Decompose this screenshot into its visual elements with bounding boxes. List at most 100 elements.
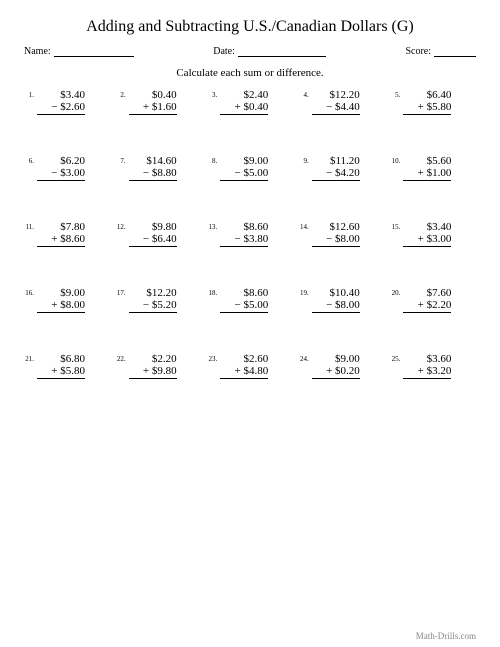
problem-stack: $0.40+ $1.60	[129, 89, 177, 115]
problem: 6.$6.20− $3.00	[24, 155, 110, 181]
problem-number: 3.	[207, 91, 217, 99]
operator: +	[143, 365, 149, 377]
instruction-text: Calculate each sum or difference.	[24, 67, 476, 79]
operand-top: $6.20	[37, 155, 85, 167]
operator: +	[51, 233, 57, 245]
operand-top: $12.20	[312, 89, 360, 101]
worksheet-page: Adding and Subtracting U.S./Canadian Dol…	[0, 0, 500, 647]
problem: 22.$2.20+ $9.80	[116, 353, 202, 379]
operand-b: $0.40	[243, 101, 268, 113]
operand-b: $8.60	[60, 233, 85, 245]
operand-b: $6.40	[152, 233, 177, 245]
problem-number: 10.	[390, 157, 400, 165]
operand-top: $9.80	[129, 221, 177, 233]
operand-top: $9.00	[312, 353, 360, 365]
problem: 1.$3.40− $2.60	[24, 89, 110, 115]
problem-number: 20.	[390, 289, 400, 297]
problem: 19.$10.40− $8.00	[299, 287, 385, 313]
problem-stack: $2.40+ $0.40	[220, 89, 268, 115]
operand-bottom: + $3.00	[403, 233, 451, 247]
operand-b: $8.00	[60, 299, 85, 311]
operand-b: $0.20	[335, 365, 360, 377]
operand-b: $3.20	[427, 365, 452, 377]
problem-number: 15.	[390, 223, 400, 231]
operator: −	[234, 299, 240, 311]
problem: 13.$8.60− $3.80	[207, 221, 293, 247]
problem-number: 19.	[299, 289, 309, 297]
score-blank[interactable]	[434, 56, 476, 57]
problem: 25.$3.60+ $3.20	[390, 353, 476, 379]
operand-top: $9.00	[220, 155, 268, 167]
problem-stack: $14.60− $8.80	[129, 155, 177, 181]
operator: +	[418, 167, 424, 179]
operator: +	[418, 365, 424, 377]
operator: −	[234, 233, 240, 245]
problem-stack: $7.80+ $8.60	[37, 221, 85, 247]
operand-top: $9.00	[37, 287, 85, 299]
footer-credit: Math-Drills.com	[416, 631, 476, 641]
problem-stack: $6.20− $3.00	[37, 155, 85, 181]
problem-number: 4.	[299, 91, 309, 99]
operand-top: $0.40	[129, 89, 177, 101]
date-label: Date:	[213, 46, 235, 57]
problem-number: 18.	[207, 289, 217, 297]
operator: +	[326, 365, 332, 377]
score-label: Score:	[405, 46, 431, 57]
problem-number: 6.	[24, 157, 34, 165]
problem-number: 1.	[24, 91, 34, 99]
operand-b: $5.80	[427, 101, 452, 113]
operand-b: $3.00	[60, 167, 85, 179]
problem-number: 13.	[207, 223, 217, 231]
operand-top: $2.60	[220, 353, 268, 365]
operand-top: $5.60	[403, 155, 451, 167]
operand-bottom: − $8.00	[312, 299, 360, 313]
problem: 10.$5.60+ $1.00	[390, 155, 476, 181]
operator: −	[326, 101, 332, 113]
operand-top: $7.60	[403, 287, 451, 299]
problem-stack: $12.20− $5.20	[129, 287, 177, 313]
operator: −	[234, 167, 240, 179]
problem: 15.$3.40+ $3.00	[390, 221, 476, 247]
problem: 24.$9.00+ $0.20	[299, 353, 385, 379]
operand-top: $2.40	[220, 89, 268, 101]
problem-number: 7.	[116, 157, 126, 165]
problem-stack: $3.40+ $3.00	[403, 221, 451, 247]
operand-bottom: + $1.00	[403, 167, 451, 181]
problem-grid: 1.$3.40− $2.602.$0.40+ $1.603.$2.40+ $0.…	[24, 89, 476, 379]
operand-bottom: + $0.20	[312, 365, 360, 379]
problem: 8.$9.00− $5.00	[207, 155, 293, 181]
operator: −	[51, 167, 57, 179]
problem: 2.$0.40+ $1.60	[116, 89, 202, 115]
problem-stack: $9.00+ $8.00	[37, 287, 85, 313]
name-field: Name:	[24, 46, 134, 57]
problem: 14.$12.60− $8.00	[299, 221, 385, 247]
operand-top: $6.80	[37, 353, 85, 365]
problem-stack: $8.60− $3.80	[220, 221, 268, 247]
operand-top: $12.20	[129, 287, 177, 299]
operand-b: $5.80	[60, 365, 85, 377]
problem-stack: $12.60− $8.00	[312, 221, 360, 247]
date-blank[interactable]	[238, 56, 326, 57]
operand-bottom: + $1.60	[129, 101, 177, 115]
operand-bottom: − $2.60	[37, 101, 85, 115]
operand-top: $2.20	[129, 353, 177, 365]
problem-stack: $9.80− $6.40	[129, 221, 177, 247]
operand-b: $8.80	[152, 167, 177, 179]
problem-number: 22.	[116, 355, 126, 363]
operand-top: $3.40	[37, 89, 85, 101]
problem-number: 23.	[207, 355, 217, 363]
problem-number: 21.	[24, 355, 34, 363]
operand-b: $3.80	[243, 233, 268, 245]
problem-stack: $11.20− $4.20	[312, 155, 360, 181]
operand-b: $4.80	[243, 365, 268, 377]
name-blank[interactable]	[54, 56, 134, 57]
operand-b: $1.00	[427, 167, 452, 179]
problem: 21.$6.80+ $5.80	[24, 353, 110, 379]
operand-b: $4.20	[335, 167, 360, 179]
problem: 20.$7.60+ $2.20	[390, 287, 476, 313]
operand-bottom: + $5.80	[403, 101, 451, 115]
operand-b: $5.00	[243, 299, 268, 311]
problem: 4.$12.20− $4.40	[299, 89, 385, 115]
operator: −	[326, 167, 332, 179]
operator: −	[326, 299, 332, 311]
